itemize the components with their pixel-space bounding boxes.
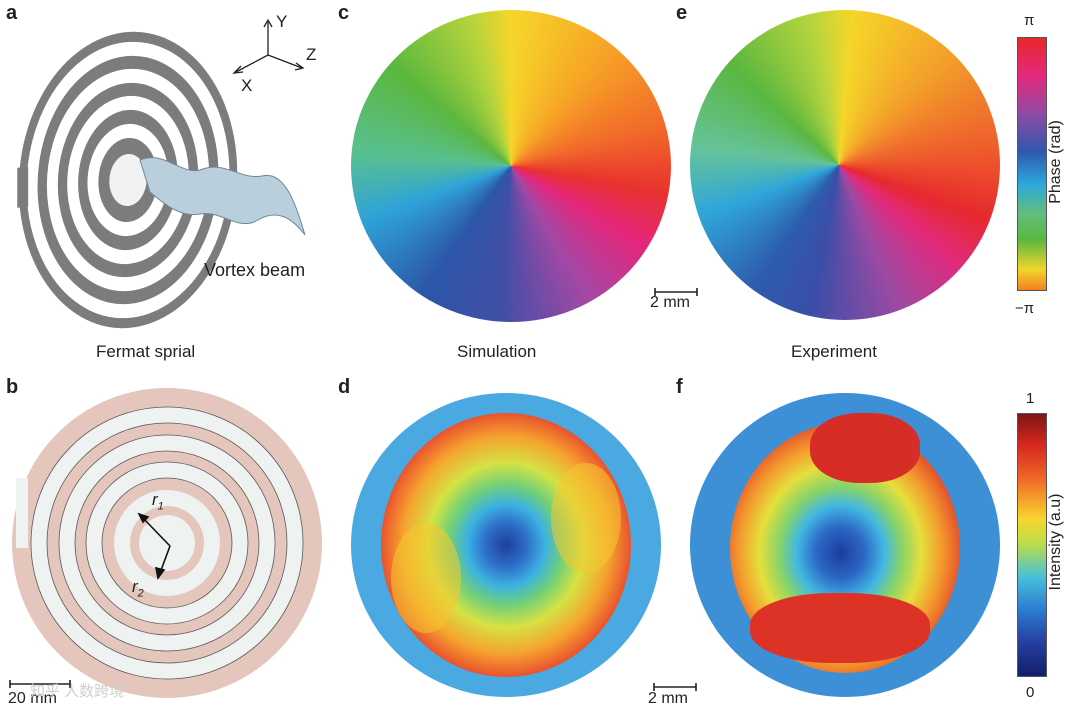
intensity-colorbar bbox=[1017, 413, 1047, 677]
simulation-phase-map bbox=[351, 10, 671, 322]
scalebar-d bbox=[653, 683, 697, 691]
panel-label-c: c bbox=[338, 2, 350, 24]
axis-y-label: Y bbox=[276, 12, 288, 31]
r1-letter: r bbox=[152, 490, 158, 509]
scalebar-c bbox=[654, 288, 698, 296]
scalebar-d-label: 2 mm bbox=[648, 690, 688, 707]
intensity-colorbar-min: 0 bbox=[1026, 684, 1035, 701]
watermark: 知乎 人数跨境 bbox=[30, 683, 125, 700]
scalebar-b-label: 20 mm bbox=[8, 690, 57, 707]
panel-label-f: f bbox=[676, 376, 683, 398]
r1-subscript: 1 bbox=[157, 500, 164, 513]
axis-z-label: Z bbox=[306, 45, 317, 64]
vortex-beam-shape bbox=[139, 157, 306, 236]
vortex-beam-label: Vortex beam bbox=[204, 260, 306, 280]
phase-colorbar-label: Phase (rad) bbox=[1047, 120, 1064, 204]
panel-label-d: d bbox=[338, 376, 351, 398]
r2-subscript: 2 bbox=[137, 587, 144, 600]
phase-colorbar bbox=[1017, 37, 1047, 291]
fermat-spiral-illustration bbox=[17, 18, 306, 329]
caption-experiment: Experiment bbox=[791, 342, 877, 361]
panel-label-e: e bbox=[676, 2, 688, 24]
phase-colorbar-min: −π bbox=[1015, 300, 1035, 317]
caption-simulation: Simulation bbox=[457, 342, 537, 361]
r2-letter: r bbox=[132, 577, 138, 596]
r2-label: r2 bbox=[132, 577, 144, 599]
caption-fermat: Fermat sprial bbox=[96, 342, 196, 361]
panel-label-b: b bbox=[6, 376, 19, 398]
experiment-intensity-map bbox=[690, 393, 1000, 697]
phase-colorbar-max: π bbox=[1024, 12, 1035, 29]
panel-label-a: a bbox=[6, 2, 18, 24]
scalebar-c-label: 2 mm bbox=[650, 294, 690, 311]
simulation-intensity-map bbox=[351, 393, 661, 697]
scalebar-b bbox=[9, 680, 71, 688]
r1-label: r1 bbox=[152, 490, 164, 512]
axis-x-label: X bbox=[241, 76, 253, 95]
intensity-colorbar-max: 1 bbox=[1026, 390, 1035, 407]
fabricated-spiral-photo bbox=[12, 388, 322, 698]
intensity-colorbar-label: Intensity (a.u) bbox=[1047, 493, 1064, 591]
axis-triad bbox=[232, 18, 305, 74]
experiment-phase-map bbox=[690, 10, 1000, 320]
